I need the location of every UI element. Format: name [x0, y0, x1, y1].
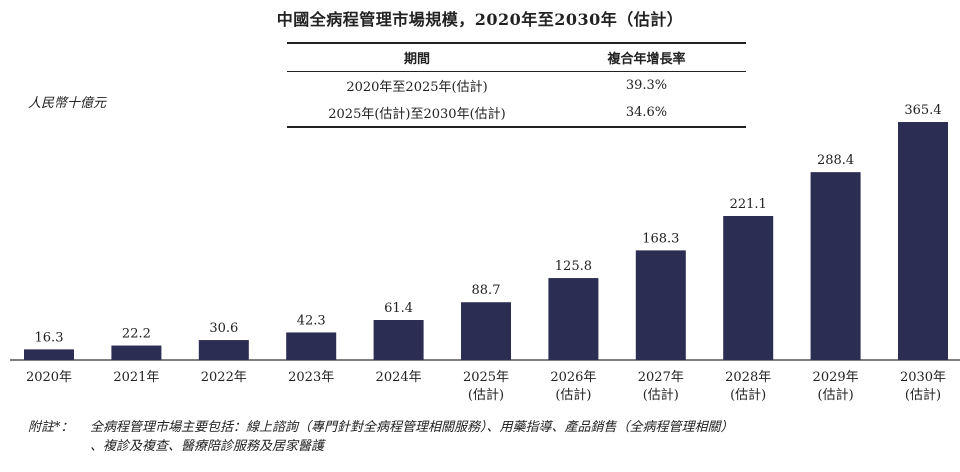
x-tick-label: 2024年 — [376, 370, 422, 385]
footnote: 附註*： 全病程管理市場主要包括：線上諮詢（專門針對全病程管理相關服務）、用藥指導… — [28, 418, 734, 456]
bar — [898, 122, 948, 360]
bar — [24, 349, 74, 360]
bar — [461, 302, 511, 360]
bar — [286, 332, 337, 360]
bar — [373, 320, 424, 360]
bar — [635, 250, 686, 360]
bar — [111, 345, 162, 360]
x-tick-label: 2029年 — [813, 370, 859, 385]
x-tick-label: 2021年 — [113, 370, 159, 385]
y-axis-label: 人民幣十億元 — [28, 96, 107, 111]
x-tick-sublabel: (估計) — [468, 387, 504, 403]
data-label: 221.1 — [730, 197, 767, 212]
cagr-row: 2025年(估計)至2030年(估計) 34.6% — [287, 99, 746, 128]
footnote-line2: 、複診及複查、醫療陪診服務及居家醫護 — [90, 439, 325, 454]
footnote-prefix: 附註*： — [28, 420, 74, 435]
bar — [810, 172, 861, 360]
cagr-header-row: 期間 複合年增長率 — [287, 42, 746, 72]
x-tick-sublabel: (估計) — [555, 387, 591, 403]
cagr-table: 期間 複合年增長率 2020年至2025年(估計) 39.3% 2025年(估計… — [287, 42, 746, 128]
data-label: 22.2 — [122, 327, 151, 342]
cagr-header-rate: 複合年增長率 — [547, 42, 746, 72]
bar-chart: 16.3 2020年 22.2 2021年 30.6 2022年 42.3 2023年 61.4… — [10, 103, 960, 403]
data-label: 16.3 — [35, 330, 64, 345]
bar — [548, 278, 599, 360]
x-tick-label: 2020年 — [26, 370, 72, 385]
x-tick-label: 2027年 — [638, 370, 684, 385]
x-tick-label: 2025年 — [463, 370, 509, 385]
chart-title: 中國全病程管理市場規模，2020年至2030年（估計） — [276, 10, 684, 29]
cagr-period: 2020年至2025年(估計) — [346, 80, 488, 95]
cagr-rate: 34.6% — [547, 99, 746, 128]
data-label: 365.4 — [904, 103, 941, 118]
x-tick-label: 2026年 — [550, 370, 596, 385]
data-label: 125.8 — [555, 259, 592, 274]
data-label: 88.7 — [472, 283, 501, 298]
cagr-period: 2025年(估計)至2030年(估計) — [287, 99, 547, 128]
data-label: 168.3 — [642, 231, 679, 246]
data-label: 288.4 — [817, 153, 854, 168]
cagr-header-period: 期間 — [287, 42, 547, 72]
x-tick-sublabel: (估計) — [818, 387, 854, 403]
cagr-rate: 39.3% — [625, 78, 668, 93]
x-tick-label: 2030年 — [900, 370, 946, 385]
x-tick-label: 2022年 — [201, 370, 247, 385]
footnote-line1: 全病程管理市場主要包括：線上諮詢（專門針對全病程管理相關服務）、用藥指導、產品銷… — [90, 420, 734, 435]
x-tick-sublabel: (估計) — [905, 387, 941, 403]
data-label: 61.4 — [384, 301, 413, 316]
data-label: 42.3 — [297, 313, 326, 328]
data-label: 30.6 — [209, 321, 238, 336]
bar — [198, 340, 249, 360]
bar — [723, 215, 774, 360]
cagr-row: 2020年至2025年(估計) 39.3% — [287, 72, 746, 100]
x-tick-sublabel: (估計) — [643, 387, 679, 403]
x-tick-label: 2028年 — [725, 370, 771, 385]
x-tick-label: 2023年 — [288, 370, 334, 385]
x-tick-sublabel: (估計) — [730, 387, 766, 403]
